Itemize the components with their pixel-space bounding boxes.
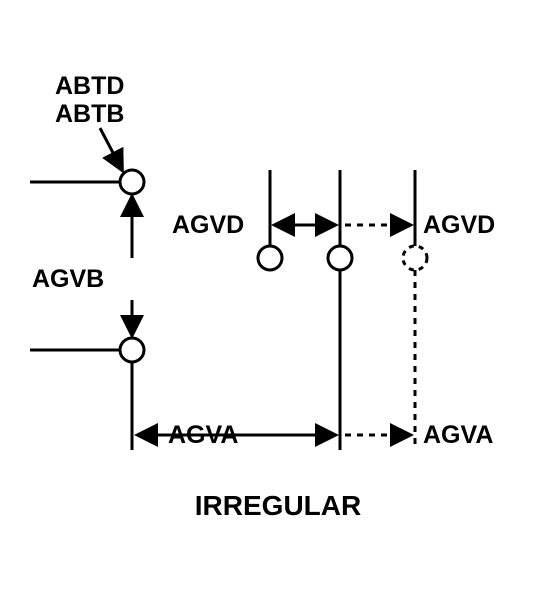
v2-circle: [328, 246, 352, 270]
agva-left-label: AGVA: [168, 421, 238, 450]
left-circle-top: [120, 170, 144, 194]
agvd-right-label: AGVD: [423, 211, 495, 240]
v1-circle: [258, 246, 282, 270]
abtb-label: ABTB: [55, 100, 124, 129]
agvd-left-label: AGVD: [172, 211, 244, 240]
v3-circle: [403, 246, 427, 270]
title-label: IRREGULAR: [0, 490, 556, 522]
abtd-label: ABTD: [55, 72, 124, 101]
agva-right-label: AGVA: [423, 421, 493, 450]
left-circle-bottom: [120, 338, 144, 362]
abtd-leader: [100, 128, 122, 170]
agvb-label: AGVB: [32, 265, 104, 294]
